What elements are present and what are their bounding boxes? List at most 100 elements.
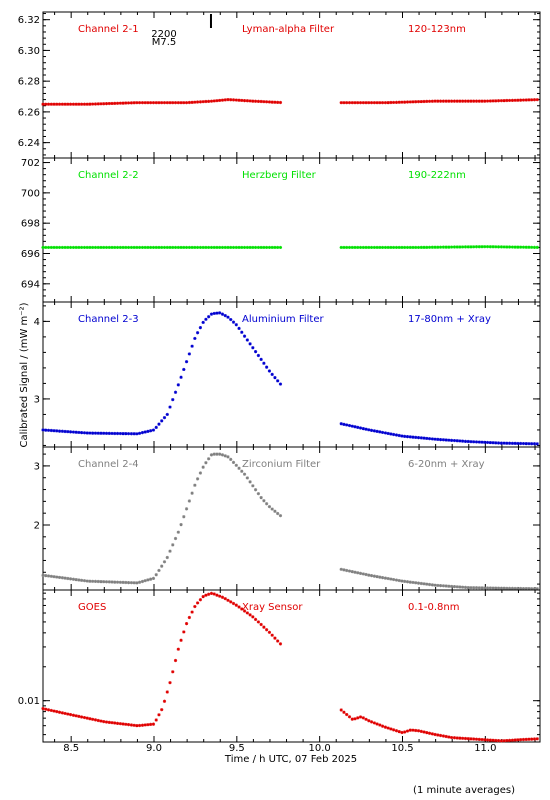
data-point (196, 100, 200, 104)
data-point (113, 101, 117, 105)
data-point (140, 579, 144, 584)
data-point (69, 577, 73, 581)
data-point (392, 100, 396, 105)
data-point (63, 102, 67, 106)
data-point (499, 441, 503, 445)
data-point (267, 100, 272, 104)
data-point (477, 245, 481, 249)
data-point (532, 98, 537, 102)
panel-frame (42, 589, 541, 743)
data-point (212, 452, 216, 456)
data-point (171, 245, 175, 250)
data-point (452, 245, 457, 249)
data-point (143, 245, 147, 250)
data-point (245, 338, 249, 342)
data-point (383, 431, 387, 435)
data-point (242, 472, 247, 476)
data-point (386, 101, 390, 105)
data-point (165, 101, 169, 105)
data-point (347, 245, 352, 250)
data-point (339, 567, 343, 571)
data-point (265, 100, 269, 104)
data-point (129, 723, 133, 727)
data-point (99, 719, 103, 723)
data-point (273, 636, 277, 640)
data-point (143, 723, 147, 727)
data-point (242, 334, 247, 338)
data-point (485, 99, 490, 103)
data-point (196, 477, 200, 481)
panel-4: 2 3 Channel 2-4 Zirconium Filter 6-20nm + Xr… (34, 446, 541, 591)
data-point (270, 100, 274, 104)
data-point (381, 575, 385, 580)
data-point (364, 245, 368, 250)
data-point (411, 435, 415, 439)
data-point (447, 735, 451, 739)
data-point (339, 101, 343, 105)
data-point (55, 102, 59, 106)
data-point (485, 440, 490, 445)
data-point (389, 577, 393, 581)
data-point (273, 509, 277, 513)
data-point (157, 713, 161, 717)
data-point (403, 730, 407, 734)
data-point (392, 432, 396, 437)
data-point (381, 245, 385, 250)
data-point (463, 439, 468, 443)
data-point (196, 331, 200, 335)
data-point (519, 586, 523, 591)
data-point (350, 245, 354, 250)
data-point (405, 245, 410, 250)
data-point (57, 102, 62, 106)
data-point (276, 639, 280, 643)
data-point (248, 342, 252, 346)
data-point (154, 573, 158, 577)
data-point (461, 245, 465, 249)
data-point (499, 586, 503, 590)
data-point (102, 720, 106, 724)
data-point (99, 431, 103, 435)
data-point (535, 587, 539, 591)
data-point (124, 432, 128, 436)
data-point (458, 736, 462, 740)
data-point (204, 245, 208, 250)
data-point (436, 99, 440, 103)
data-point (411, 100, 415, 104)
data-point (218, 245, 222, 250)
data-point (419, 436, 423, 440)
data-point (508, 586, 512, 590)
panel-band-label: 6-20nm + Xray (408, 459, 485, 470)
data-point (173, 536, 178, 541)
data-point (173, 245, 178, 250)
data-point (458, 585, 462, 589)
data-point (513, 738, 517, 742)
data-point (358, 426, 363, 430)
data-point (93, 718, 98, 722)
data-point (414, 245, 418, 250)
panel-filter-label: Zirconium Filter (242, 459, 321, 470)
data-point (162, 560, 167, 564)
data-point (513, 245, 517, 249)
data-point (124, 101, 128, 105)
data-point (160, 564, 164, 568)
data-point (209, 312, 214, 316)
data-point (499, 99, 503, 103)
data-point (510, 245, 514, 249)
data-point (77, 578, 81, 582)
data-point (386, 576, 390, 581)
data-point (270, 633, 274, 637)
data-point (466, 439, 470, 444)
data-point (270, 507, 274, 511)
data-point (240, 245, 244, 250)
data-point (218, 311, 222, 315)
data-point (480, 737, 484, 742)
data-point (513, 441, 517, 445)
data-point (353, 425, 357, 429)
data-point (201, 100, 205, 104)
data-point (80, 715, 84, 719)
data-point (99, 580, 103, 584)
data-point (251, 346, 255, 350)
data-point (474, 245, 479, 249)
data-point (160, 419, 164, 423)
